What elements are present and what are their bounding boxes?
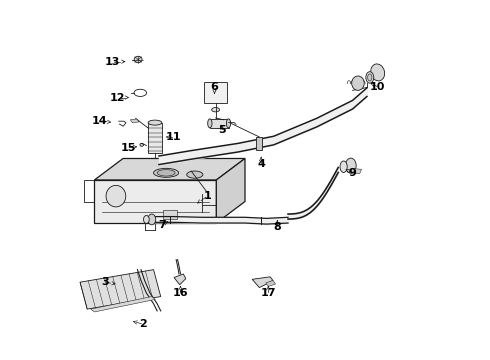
Text: 9: 9 [349, 168, 357, 178]
Text: 17: 17 [261, 288, 276, 298]
Ellipse shape [208, 119, 212, 128]
Ellipse shape [352, 76, 364, 90]
Text: 15: 15 [121, 143, 136, 153]
Ellipse shape [144, 216, 149, 224]
Bar [256, 136, 262, 149]
Text: 8: 8 [273, 222, 281, 231]
Text: 6: 6 [211, 82, 219, 92]
Text: 11: 11 [166, 132, 181, 142]
Text: 2: 2 [139, 319, 147, 329]
Bar [210, 119, 228, 128]
Ellipse shape [148, 214, 156, 225]
Text: 12: 12 [110, 93, 125, 103]
Text: 3: 3 [101, 277, 109, 287]
Ellipse shape [140, 143, 144, 146]
Polygon shape [80, 270, 161, 309]
Ellipse shape [212, 108, 220, 112]
Polygon shape [349, 168, 362, 174]
Polygon shape [266, 280, 275, 287]
Ellipse shape [187, 171, 203, 178]
Polygon shape [174, 274, 186, 285]
Text: 16: 16 [172, 288, 188, 298]
Polygon shape [95, 180, 216, 223]
Ellipse shape [366, 72, 374, 83]
Text: 1: 1 [203, 191, 211, 201]
Text: 10: 10 [370, 82, 385, 92]
Polygon shape [216, 158, 245, 223]
Bar [148, 123, 162, 153]
Text: 4: 4 [257, 159, 265, 169]
Polygon shape [91, 297, 155, 312]
Bar [163, 211, 177, 220]
Text: 7: 7 [159, 220, 167, 230]
Ellipse shape [157, 170, 175, 176]
Ellipse shape [226, 119, 231, 128]
Bar [204, 82, 227, 103]
Ellipse shape [134, 56, 142, 63]
Polygon shape [130, 119, 139, 123]
Ellipse shape [371, 64, 385, 81]
Ellipse shape [148, 120, 162, 125]
Ellipse shape [345, 158, 356, 173]
Ellipse shape [368, 74, 372, 81]
Text: 14: 14 [92, 116, 108, 126]
Ellipse shape [340, 161, 347, 172]
Ellipse shape [153, 168, 179, 177]
Polygon shape [252, 277, 273, 288]
Ellipse shape [106, 185, 126, 207]
Text: 5: 5 [218, 125, 225, 135]
Text: 13: 13 [105, 57, 120, 67]
Polygon shape [95, 158, 245, 180]
